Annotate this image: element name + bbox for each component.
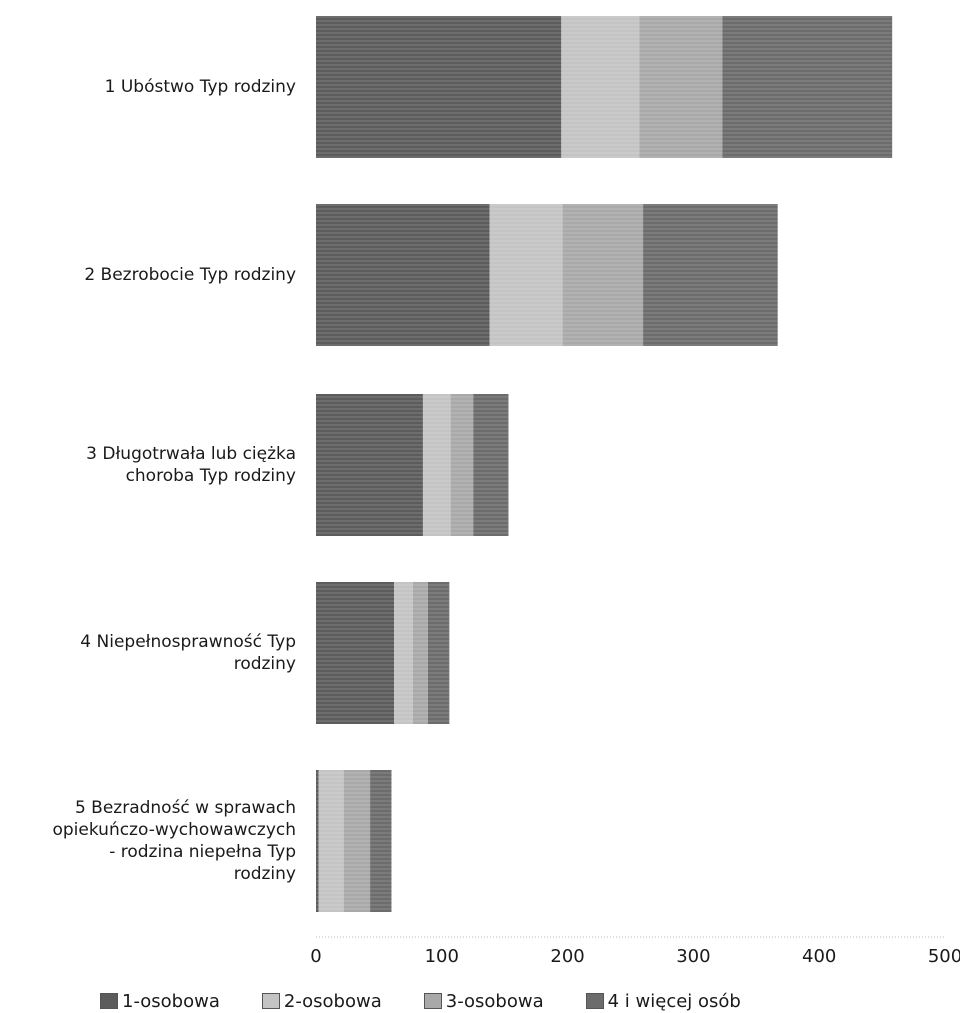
legend-item: 4 i więcej osób [585, 990, 741, 1012]
bar-texture [450, 394, 474, 536]
x-axis-tick-labels: 0 100 200 300 400 500 [310, 946, 960, 967]
bar-texture [561, 16, 640, 158]
bar-texture [722, 16, 893, 158]
bar-texture [473, 394, 509, 536]
bar-texture [643, 204, 778, 346]
legend-label: 2-osobowa [283, 990, 382, 1012]
x-tick-label: 400 [802, 946, 836, 967]
bar-texture [316, 16, 562, 158]
legend-label: 4 i więcej osób [607, 990, 741, 1012]
legend-swatch [100, 993, 118, 1009]
bar-texture [489, 204, 563, 346]
bar-texture [316, 204, 490, 346]
bar-texture [316, 394, 423, 536]
bar-texture [316, 582, 394, 724]
legend-item: 3-osobowa [423, 990, 544, 1012]
legend: 1-osobowa 2-osobowa 3-osobowa 4 i więcej os… [100, 990, 783, 1012]
category-label: 2 Bezrobocie Typ rodziny [84, 265, 296, 285]
bar-texture [422, 394, 451, 536]
category-label: 3 Długotrwała lub ciężka choroba Typ rod… [86, 444, 296, 486]
legend-swatch [261, 993, 280, 1009]
bars-group [316, 16, 893, 912]
x-tick-label: 200 [550, 946, 584, 967]
bar-texture [639, 16, 723, 158]
legend-swatch [423, 993, 442, 1009]
bar-texture [562, 204, 644, 346]
bar-texture [393, 582, 413, 724]
legend-swatch [585, 993, 604, 1009]
legend-label: 3-osobowa [445, 990, 544, 1012]
x-tick-label: 0 [310, 946, 321, 967]
category-label: 1 Ubóstwo Typ rodziny [104, 77, 296, 97]
x-tick-label: 100 [425, 946, 459, 967]
x-tick-label: 300 [676, 946, 710, 967]
bar-texture [370, 770, 392, 912]
legend-label: 1-osobowa [122, 990, 220, 1012]
category-label: 5 Bezradność w sprawach opiekuńczo-wycho… [52, 798, 296, 884]
bar-texture [316, 770, 319, 912]
legend-item: 1-osobowa [100, 991, 220, 1012]
bar-texture [343, 770, 371, 912]
bar-texture [412, 582, 428, 724]
bar-texture [427, 582, 450, 724]
legend-item: 2-osobowa [261, 990, 382, 1012]
category-label: 4 Niepełnosprawność Typ rodziny [80, 632, 296, 674]
x-tick-label: 500 [928, 946, 960, 967]
bar-texture [318, 770, 344, 912]
